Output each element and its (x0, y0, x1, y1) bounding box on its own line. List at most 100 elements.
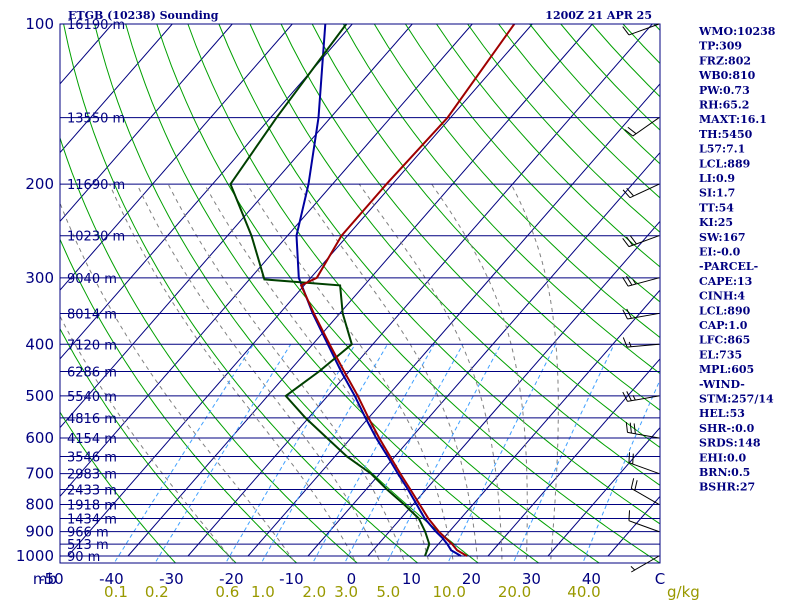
height-label: 1434 m (67, 512, 117, 527)
wind-barbs (622, 23, 660, 573)
isotherm-line (60, 24, 173, 154)
index-line: TT:54 (699, 201, 734, 214)
barb-flag (626, 308, 632, 319)
height-label: 9040 m (67, 272, 117, 287)
temperature-tick-label: -50 (39, 570, 64, 588)
dry-adiabat (60, 411, 177, 563)
barb-half-flag (630, 566, 636, 571)
pressure-tick-label: 700 (25, 465, 54, 483)
isotherm-line (60, 24, 473, 498)
barb-flag (626, 187, 634, 197)
barb-flag (622, 189, 631, 199)
index-line: EHI:0.0 (699, 451, 746, 464)
dewpoint-profile (229, 24, 431, 557)
moist-adiabat (60, 201, 296, 563)
barb-flag (626, 275, 633, 286)
index-line: MPL:605 (699, 363, 754, 376)
plot-frame (59, 23, 661, 564)
barb-flag (633, 423, 636, 434)
index-line: BSHR:27 (699, 481, 755, 494)
barb-staff (631, 488, 660, 505)
temperature-tick-label: -30 (159, 570, 184, 588)
wind-barb (622, 391, 660, 402)
index-line: EL:735 (699, 348, 742, 361)
barb-staff (627, 431, 660, 439)
mixing-ratio-line (582, 378, 660, 563)
wind-barb (622, 183, 660, 199)
index-line: LCL:890 (699, 304, 751, 317)
mixing-ratio-line (512, 344, 615, 563)
pressure-unit-label: mb (33, 570, 57, 588)
wind-barb (622, 23, 660, 36)
barb-staff (628, 23, 660, 36)
height-label: 3546 m (67, 450, 117, 465)
index-line: PW:0.73 (699, 84, 750, 97)
moist-adiabat (136, 183, 381, 563)
mixing-ratio-label: 10.0 (432, 583, 465, 600)
barb-flag (630, 478, 635, 489)
barb-flag (632, 453, 634, 465)
dry-adiabat (156, 24, 601, 563)
barb-staff (627, 343, 660, 348)
barb-staff (632, 117, 660, 137)
dry-adiabat (60, 136, 358, 563)
index-line: KI:25 (699, 216, 733, 229)
index-line: TP:309 (699, 40, 742, 53)
dry-adiabat (560, 24, 660, 131)
mixing-ratio-line (386, 344, 502, 563)
index-line: LI:0.9 (699, 172, 735, 185)
mixing-ratio-label: 0.1 (104, 583, 128, 600)
height-label: 16190 m (67, 18, 125, 33)
moist-adiabat (246, 183, 454, 563)
barb-flag (628, 510, 631, 521)
dry-adiabat (63, 24, 419, 563)
height-label: 11690 m (67, 178, 125, 193)
wind-barb (628, 510, 660, 533)
moist-adiabat (510, 183, 559, 563)
wind-barb (622, 235, 660, 248)
pressure-tick-label: 800 (25, 495, 54, 513)
moist-adiabat (109, 183, 357, 563)
index-line: LFC:865 (699, 334, 750, 347)
pressure-tick-label: 200 (25, 175, 54, 193)
barb-flag (628, 452, 631, 463)
height-label: 7120 m (67, 338, 117, 353)
plot-border (59, 23, 661, 564)
index-line: CAP:1.0 (699, 319, 748, 332)
temperature-tick-label: -20 (219, 570, 244, 588)
barb-flag (626, 391, 632, 401)
barb-staff (627, 395, 660, 402)
index-line: TH:5450 (699, 128, 753, 141)
height-label: 4154 m (67, 432, 117, 447)
dry-adiabat (529, 24, 660, 165)
mixing-ratio-unit-label: g/kg (667, 583, 700, 600)
height-label: 2983 m (67, 468, 117, 483)
mixing-ratio-label: 0.6 (215, 583, 239, 600)
index-line: SW:167 (699, 231, 746, 244)
index-line: -WIND- (699, 378, 745, 391)
barb-half-flag (632, 395, 636, 401)
pressure-tick-label: 600 (25, 429, 54, 447)
wind-barb (630, 478, 660, 505)
barb-flag (624, 129, 634, 137)
height-label: 513 m (67, 538, 109, 553)
sounding-profiles (229, 24, 516, 557)
isotherm-line (307, 151, 660, 557)
isotherm-line (547, 426, 660, 557)
station-title: ETGB (10238) Sounding (68, 9, 219, 22)
index-line: HEL:53 (699, 407, 745, 420)
barb-flag (626, 236, 634, 246)
mixing-ratio-label: 20.0 (498, 583, 531, 600)
index-line: SI:1.7 (699, 187, 735, 200)
barb-flag (622, 276, 629, 287)
index-line: EI:-0.0 (699, 246, 741, 259)
isotherm-line (427, 289, 660, 557)
dry-adiabat (125, 24, 540, 563)
wind-barb (622, 337, 660, 348)
wind-barb (625, 421, 660, 439)
mixing-ratio-label: 40.0 (567, 583, 600, 600)
sounding-time: 1200Z 21 APR 25 (545, 9, 652, 22)
barb-half-flag (628, 341, 632, 347)
temperature-tick-label: 0 (347, 570, 357, 588)
